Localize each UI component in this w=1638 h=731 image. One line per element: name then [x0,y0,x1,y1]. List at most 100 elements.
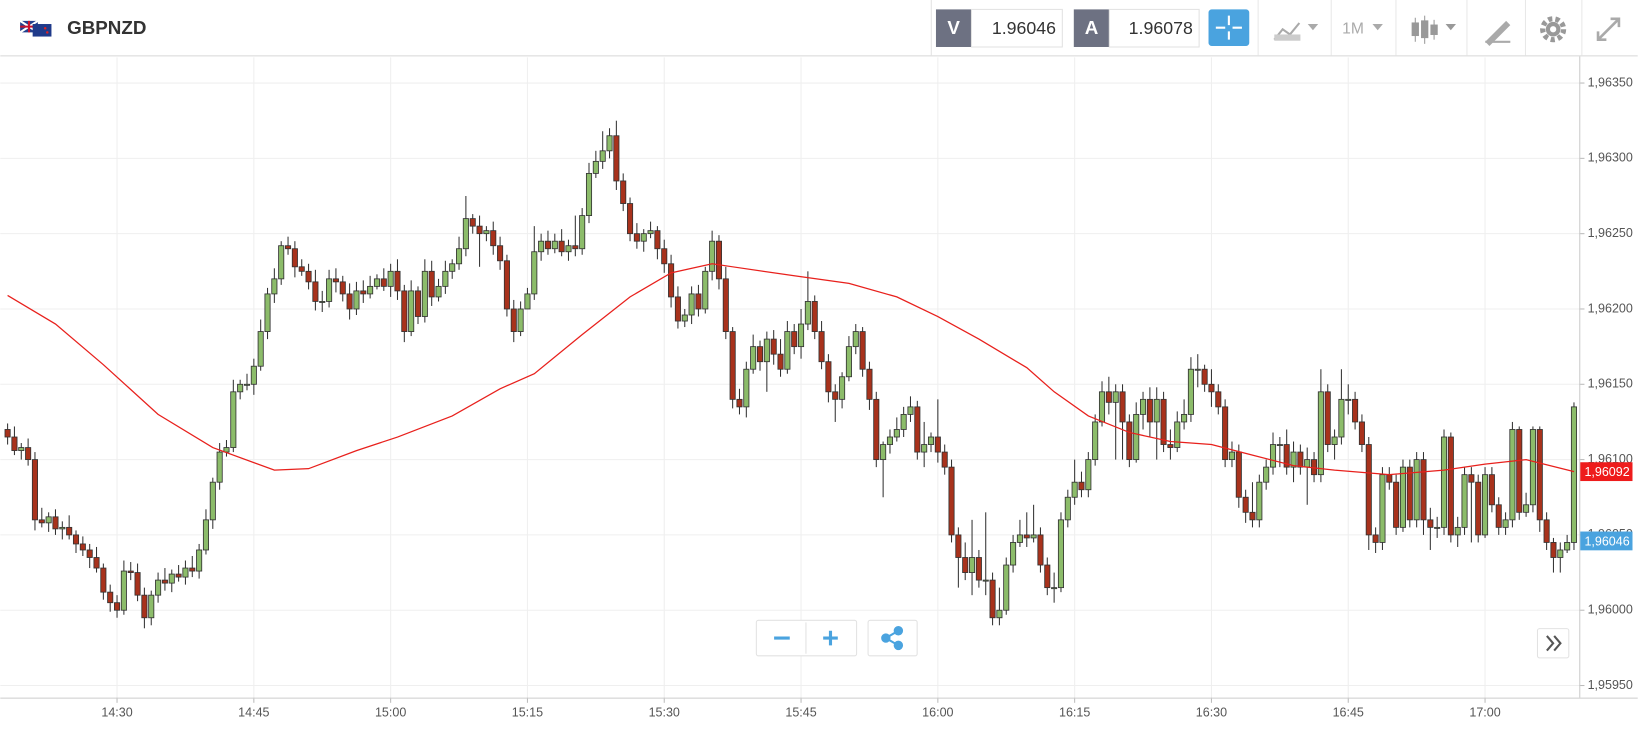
timeframe-caret [1372,24,1383,31]
candle-body [1201,368,1208,385]
candle-body [1242,496,1249,513]
candle-body [1105,391,1112,403]
candle-body [1352,398,1359,423]
candle-body [155,579,162,596]
candle-body [1372,534,1379,543]
candle-body [250,365,257,385]
x-tick-label: 15:00 [375,706,406,720]
moving-average [7,263,1575,476]
candle-body [1399,466,1406,528]
candle-body [975,557,982,581]
candle-body [674,296,681,322]
candle-body [503,260,510,310]
candle-body [257,331,264,367]
y-tick-label: 1,96250 [1588,226,1633,240]
candle-body [1427,519,1434,528]
settings-button[interactable] [1540,16,1567,43]
candle-body [25,447,32,461]
candle-body [1488,474,1495,506]
candle-body [380,278,387,287]
separator [1581,0,1583,56]
ask-badge[interactable] [1073,9,1110,47]
candle-body [401,290,408,332]
fullscreen-button[interactable] [1596,17,1621,41]
share-button[interactable] [881,626,904,651]
candle-body [1557,549,1564,558]
separator [1466,0,1468,56]
candle-body [715,240,722,280]
candle-body [1482,474,1489,536]
candle-body [661,248,668,265]
candle-body [1003,564,1010,611]
y-tick-label: 1,96000 [1588,603,1633,617]
candle-body [579,215,586,250]
x-tick-label: 14:45 [238,706,269,720]
scroll-end-button[interactable] [1546,635,1562,652]
bid-badge[interactable] [935,9,972,47]
candle-body [784,331,791,370]
candle-body [627,203,634,235]
candle-body [1536,429,1543,521]
candle-body [1051,587,1058,590]
candle-body [1133,413,1140,461]
candle-body [1543,519,1550,543]
candle-body [736,398,743,408]
candle-body [948,466,955,536]
candle-body [907,406,914,415]
candle-body [1358,421,1365,445]
candle-body [770,338,777,355]
candle-body [141,594,148,619]
candles-button[interactable] [1411,15,1457,44]
candle-body [202,519,209,551]
candle-body [1071,481,1078,498]
candle-body [955,534,962,558]
candle-body [483,230,490,235]
candle-body [1290,451,1297,468]
candle-body [811,301,818,332]
candle-body [1092,421,1099,461]
candle-body [914,406,921,453]
candle-body [346,293,353,310]
candle-body [777,353,784,370]
draw-button[interactable] [1485,20,1511,46]
candle-body [4,429,11,438]
zoom-in-button[interactable] [823,630,838,646]
candle-body [1379,474,1386,543]
ask-box[interactable] [1108,8,1200,48]
candle-body [107,591,114,604]
candle-body [462,218,469,250]
ask-price: 1.96078 [1129,18,1193,38]
candle-body [18,447,25,451]
candle-body [886,436,893,445]
candle-body [1297,451,1304,468]
candle-body [558,240,565,253]
candle-body [763,338,770,363]
candle-body [1516,429,1523,513]
x-tick-label: 16:15 [1059,706,1090,720]
candle-body [613,135,620,182]
candle-body [695,293,702,310]
candle-body [798,323,805,348]
timeframe[interactable]: 1M [1342,20,1364,37]
chart-type-button[interactable] [1273,22,1319,41]
candle-body [1222,406,1229,461]
candle-body [544,240,551,250]
candle-body [524,293,531,310]
candle-body [934,436,941,453]
candle-body [531,251,538,295]
candle-body [647,230,654,235]
candle-body [880,444,887,461]
bid-box[interactable] [970,8,1063,48]
candle-body [750,346,757,370]
candle-body [1010,542,1017,566]
candle-body [1338,398,1345,438]
flag [19,20,52,37]
candle-body [114,602,121,611]
candle-body [592,160,599,174]
candle-body [845,346,852,378]
crosshair-button[interactable] [1208,9,1250,46]
candle-body [1365,444,1372,536]
candle-body [134,572,141,596]
separator [1395,0,1397,56]
